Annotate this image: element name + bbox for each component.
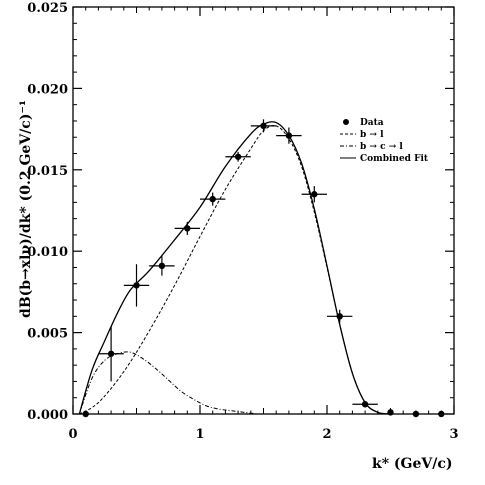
y-tick-label: 0.005: [27, 327, 68, 342]
legend-label: Combined Fit: [360, 154, 429, 164]
data-point: [311, 191, 318, 198]
data-point: [82, 410, 89, 418]
data-point: [438, 410, 445, 418]
data-point: [184, 225, 191, 232]
y-tick-label: 0.010: [27, 245, 68, 260]
x-tick-label: 3: [449, 427, 458, 442]
b-to-c-to-l-curve: [78, 351, 258, 415]
y-tick-label: 0.020: [27, 82, 68, 97]
data-point: [361, 401, 369, 408]
data-point: [260, 122, 267, 130]
y-tick-label: 0.015: [27, 164, 68, 179]
legend-marker-data: [343, 119, 349, 125]
y-tick-label: 0.000: [27, 408, 68, 423]
legend: Data b → l b → c → l Combined Fit: [340, 118, 429, 164]
x-tick-label: 0: [68, 427, 77, 442]
x-axis-label: k* (GeV/c): [372, 456, 453, 472]
legend-label: b → c → l: [360, 142, 403, 152]
data-points: [82, 119, 445, 418]
y-tick-label: 0.025: [27, 1, 68, 16]
data-point: [133, 282, 140, 289]
data-point: [158, 262, 166, 270]
x-tick-label: 1: [195, 427, 204, 442]
legend-label: b → l: [360, 130, 384, 140]
data-point: [107, 350, 115, 357]
data-point: [336, 313, 343, 320]
data-point: [412, 410, 420, 418]
axis-ticks: 0 1 2 3 0.000 0.005 0.010 0.015 0.020 0.025: [27, 1, 458, 442]
data-point: [209, 195, 216, 203]
data-point: [234, 153, 242, 160]
legend-label: Data: [360, 118, 384, 128]
data-point: [387, 409, 394, 416]
y-axis-label: dB(b→xlν)/dk* (0.2 GeV/c)⁻¹: [18, 100, 34, 318]
x-tick-label: 2: [322, 427, 331, 442]
data-point: [285, 132, 293, 139]
